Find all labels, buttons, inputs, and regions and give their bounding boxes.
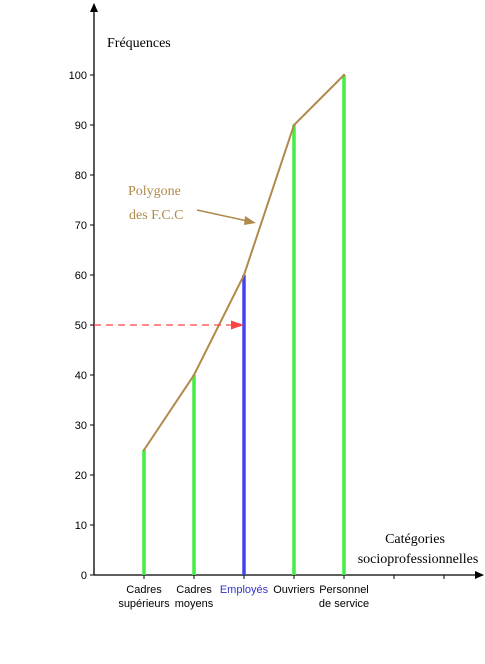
axes <box>90 3 484 579</box>
polygon-point <box>192 373 196 377</box>
y-tick-label: 30 <box>75 420 87 432</box>
polygon-point <box>142 448 146 452</box>
category-label: Employés <box>220 584 269 596</box>
category-label: Cadres <box>176 584 212 596</box>
polygon-point <box>292 123 296 127</box>
category-labels: Cadres supérieurs Cadres moyens Employés Ouvr… <box>118 584 369 610</box>
category-label: supérieurs <box>118 598 170 610</box>
y-tick-label: 60 <box>75 270 87 282</box>
category-label: Personnel <box>319 584 369 596</box>
annotation-arrow-line <box>196 209 253 223</box>
text-layer: Fréquences Catégories socioprofessionnelle… <box>107 36 478 567</box>
category-label: Cadres <box>126 584 162 596</box>
y-tick-label: 10 <box>75 520 87 532</box>
x-axis-label: socioprofessionnelles <box>358 552 479 567</box>
category-label: moyens <box>175 598 214 610</box>
polygon-point <box>342 73 346 77</box>
y-tick-label: 0 <box>81 570 87 582</box>
y-tick-label: 20 <box>75 470 87 482</box>
polygon-annotation: Polygone <box>128 184 181 199</box>
polygon-point <box>242 273 246 277</box>
y-tick-label: 90 <box>75 120 87 132</box>
x-axis-label: Catégories <box>385 532 445 547</box>
y-tick-label: 70 <box>75 220 87 232</box>
reference-layer <box>94 320 244 330</box>
reference-arrowhead <box>231 320 244 330</box>
y-axis-label: Fréquences <box>107 36 171 51</box>
y-tick-label: 50 <box>75 320 87 332</box>
y-tick-label: 80 <box>75 170 87 182</box>
polygon-layer <box>142 73 346 452</box>
y-tick-label: 100 <box>69 70 87 82</box>
polygon-annotation: des F.C.C <box>129 208 184 223</box>
category-label: de service <box>319 598 369 610</box>
category-label: Ouvriers <box>273 584 315 596</box>
annotation-arrowhead <box>244 216 256 225</box>
y-ticks: 0 10 20 30 40 50 60 70 80 90 100 <box>69 70 94 582</box>
y-tick-label: 40 <box>75 370 87 382</box>
